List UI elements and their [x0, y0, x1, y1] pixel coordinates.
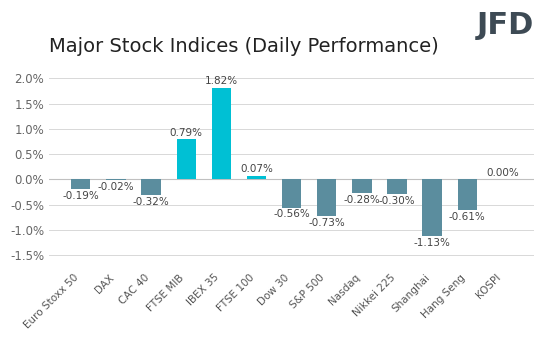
Bar [458, 179, 477, 210]
Text: Major Stock Indices (Daily Performance): Major Stock Indices (Daily Performance) [49, 37, 439, 56]
Bar [317, 179, 336, 216]
Text: -0.19%: -0.19% [62, 191, 99, 201]
Bar [387, 179, 407, 194]
Bar [141, 179, 161, 195]
Bar [211, 88, 231, 179]
Text: 0.79%: 0.79% [169, 128, 203, 138]
Text: 1.82%: 1.82% [205, 76, 238, 86]
Text: -0.32%: -0.32% [132, 197, 169, 207]
Text: 0.07%: 0.07% [240, 164, 273, 174]
Text: JFD: JFD [477, 11, 534, 39]
Bar [71, 179, 90, 189]
Text: -0.28%: -0.28% [343, 195, 380, 205]
Bar [247, 176, 266, 179]
Text: -1.13%: -1.13% [414, 238, 451, 248]
Bar [422, 179, 442, 236]
Text: 0.00%: 0.00% [486, 168, 519, 177]
Bar [352, 179, 372, 193]
Bar [282, 179, 301, 208]
Bar [177, 139, 196, 179]
Bar [106, 179, 125, 180]
Text: -0.61%: -0.61% [449, 212, 486, 222]
Text: -0.30%: -0.30% [379, 196, 415, 206]
Text: -0.56%: -0.56% [273, 209, 310, 219]
Text: -0.02%: -0.02% [98, 182, 134, 192]
Text: -0.73%: -0.73% [308, 218, 345, 228]
